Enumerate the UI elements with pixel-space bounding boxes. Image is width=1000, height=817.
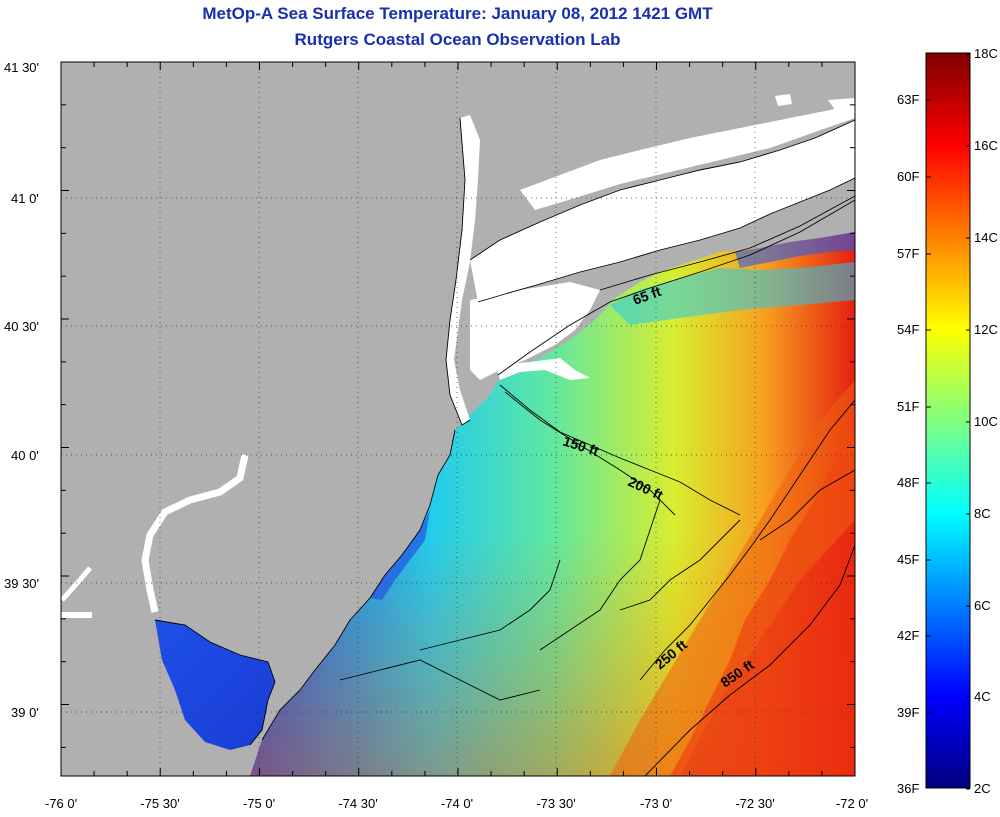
nodata-long-island bbox=[470, 120, 855, 302]
delaware-bay bbox=[155, 620, 275, 750]
celsius-label: 16C bbox=[974, 138, 998, 153]
fahrenheit-label: 63F bbox=[897, 92, 919, 107]
contour-200ft bbox=[504, 391, 676, 516]
fahrenheit-label: 39F bbox=[897, 705, 919, 720]
fahrenheit-label: 48F bbox=[897, 475, 919, 490]
celsius-label: 8C bbox=[974, 506, 991, 521]
x-tick-label: -76 0' bbox=[45, 796, 77, 811]
y-tick-label: 41 0' bbox=[11, 191, 39, 206]
x-tick-label: -74 0' bbox=[441, 796, 473, 811]
y-axis-labels: 41 30' 41 0' 40 30' 40 0' 39 30' 39 0' bbox=[4, 60, 39, 720]
contour-850ft bbox=[644, 544, 855, 776]
fahrenheit-label: 60F bbox=[897, 169, 919, 184]
y-tick-label: 40 0' bbox=[11, 448, 39, 463]
bathymetry-contours bbox=[339, 199, 855, 776]
fahrenheit-label: 51F bbox=[897, 399, 919, 414]
celsius-label: 10C bbox=[974, 414, 998, 429]
celsius-label: 14C bbox=[974, 230, 998, 245]
colorbar: 18C 16C 14C 12C 10C 8C 6C 4C 2C 63F 60F … bbox=[897, 46, 998, 796]
celsius-labels: 18C 16C 14C 12C 10C 8C 6C 4C 2C bbox=[974, 46, 998, 796]
y-tick-label: 40 30' bbox=[4, 319, 39, 334]
axis-ticks bbox=[60, 61, 856, 776]
map-title: MetOp-A Sea Surface Temperature: January… bbox=[202, 4, 713, 23]
celsius-label: 4C bbox=[974, 689, 991, 704]
x-tick-label: -74 30' bbox=[338, 796, 377, 811]
nodata-delaware-river bbox=[141, 454, 249, 613]
colorbar-gradient bbox=[925, 52, 971, 789]
x-axis-labels: -76 0' -75 30' -75 0' -74 30' -74 0' -73… bbox=[45, 796, 868, 811]
fahrenheit-label: 45F bbox=[897, 552, 919, 567]
celsius-label: 6C bbox=[974, 598, 991, 613]
x-tick-label: -72 30' bbox=[735, 796, 774, 811]
x-tick-label: -72 0' bbox=[836, 796, 868, 811]
y-tick-label: 39 0' bbox=[11, 705, 39, 720]
x-tick-label: -75 0' bbox=[243, 796, 275, 811]
celsius-label: 2C bbox=[974, 781, 991, 796]
map-grid bbox=[61, 62, 855, 776]
fahrenheit-labels: 63F 60F 57F 54F 51F 48F 45F 42F 39F 36F bbox=[897, 92, 919, 796]
contour-150ft bbox=[499, 384, 741, 516]
fahrenheit-label: 57F bbox=[897, 246, 919, 261]
celsius-label: 12C bbox=[974, 322, 998, 337]
fahrenheit-label: 54F bbox=[897, 322, 919, 337]
coastline bbox=[154, 117, 855, 746]
fahrenheit-label: 42F bbox=[897, 628, 919, 643]
y-tick-label: 41 30' bbox=[4, 60, 39, 75]
map-plot-area: 65 ft 150 ft 200 ft 250 ft 850 ft bbox=[61, 62, 855, 776]
celsius-label: 18C bbox=[974, 46, 998, 61]
x-tick-label: -73 30' bbox=[536, 796, 575, 811]
x-tick-label: -73 0' bbox=[640, 796, 672, 811]
contour-250ft bbox=[639, 399, 855, 681]
map-subtitle: Rutgers Coastal Ocean Observation Lab bbox=[294, 30, 621, 49]
colorbar-ticks bbox=[926, 53, 970, 790]
contour-65ft bbox=[497, 199, 855, 376]
y-tick-label: 39 30' bbox=[4, 576, 39, 591]
x-tick-label: -75 30' bbox=[140, 796, 179, 811]
fahrenheit-label: 36F bbox=[897, 781, 919, 796]
